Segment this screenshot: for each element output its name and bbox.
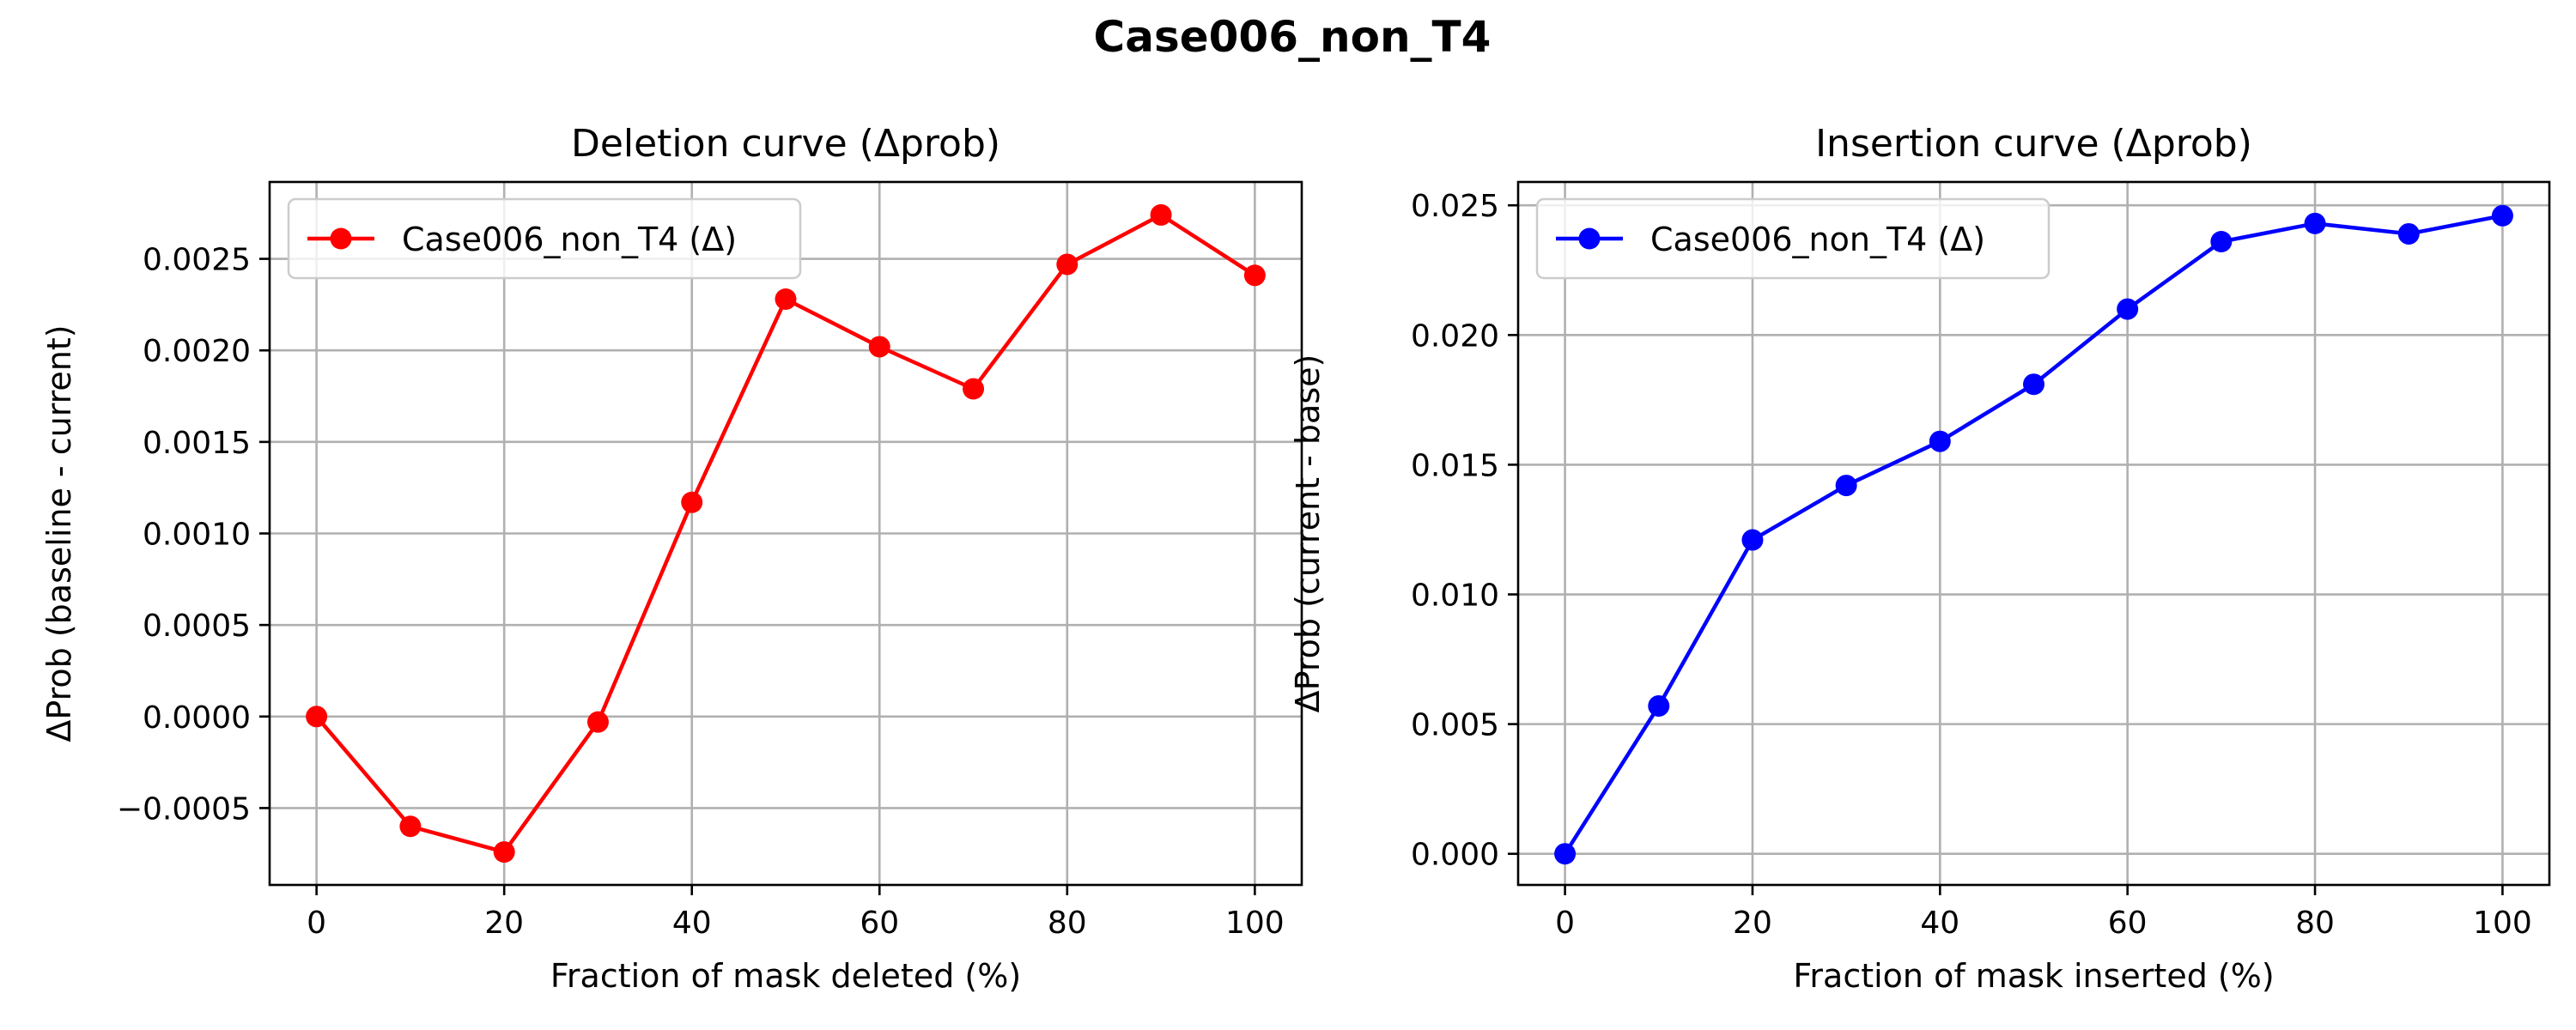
deletion-y-tick-label: 0.0000 bbox=[143, 700, 251, 736]
insertion-data-point bbox=[2397, 222, 2420, 245]
insertion-legend-marker bbox=[1578, 227, 1601, 250]
insertion-y-tick-label: 0.000 bbox=[1411, 838, 1499, 873]
insertion-legend: Case006_non_T4 (Δ) bbox=[1535, 197, 2050, 280]
deletion-y-tick-label: 0.0020 bbox=[143, 334, 251, 369]
insertion-plot-frame bbox=[1516, 180, 2551, 887]
insertion-y-axis-label: ΔProb (current - base) bbox=[1289, 354, 1327, 713]
insertion-x-tick-label: 0 bbox=[1555, 906, 1575, 941]
insertion-data-point bbox=[2023, 373, 2044, 396]
insertion-chart: 0 20 40 60 80 100 0.000 0.005 0.010 0.015 0.020 0.0… bbox=[1289, 122, 2551, 995]
insertion-x-axis-label: Fraction of mask inserted (%) bbox=[1793, 957, 2274, 995]
deletion-data-point bbox=[868, 336, 890, 358]
figure-title: Case006_non_T4 bbox=[1094, 12, 1492, 62]
insertion-x-tick-label: 60 bbox=[2108, 906, 2148, 941]
insertion-y-tick-label: 0.005 bbox=[1411, 708, 1499, 743]
deletion-legend-box bbox=[287, 197, 802, 280]
deletion-chart: 0 20 40 60 80 100 −0.0005 0.0000 0.0005 0.0010 0.0… bbox=[40, 122, 1303, 995]
deletion-data-point bbox=[306, 706, 328, 728]
insertion-chart-title: Insertion curve (Δprob) bbox=[1815, 122, 2252, 166]
deletion-y-tick-label: 0.0015 bbox=[143, 426, 251, 461]
deletion-y-tick-label: 0.0005 bbox=[143, 609, 251, 644]
insertion-legend-box bbox=[1535, 197, 2050, 280]
insertion-data-point bbox=[1554, 843, 1577, 865]
deletion-legend: Case006_non_T4 (Δ) bbox=[287, 197, 802, 280]
deletion-plot-frame bbox=[268, 180, 1303, 887]
deletion-x-tick-label: 100 bbox=[1225, 906, 1285, 941]
insertion-data-point bbox=[2117, 298, 2139, 320]
deletion-data-point bbox=[1056, 253, 1078, 276]
deletion-legend-label: Case006_non_T4 (Δ) bbox=[402, 221, 737, 258]
insertion-x-tick-label: 80 bbox=[2295, 906, 2335, 941]
insertion-data-point bbox=[1741, 529, 1764, 551]
deletion-y-axis-label: ΔProb (baseline - current) bbox=[40, 324, 78, 742]
deletion-x-tick-label: 80 bbox=[1048, 906, 1087, 941]
insertion-y-tick-label: 0.010 bbox=[1411, 579, 1499, 614]
deletion-x-tick-label: 20 bbox=[484, 906, 524, 941]
insertion-data-point bbox=[2491, 204, 2513, 227]
insertion-series-line bbox=[1563, 214, 2503, 855]
insertion-x-tick-label: 20 bbox=[1733, 906, 1772, 941]
deletion-x-tick-label: 0 bbox=[307, 906, 326, 941]
deletion-data-point bbox=[493, 841, 515, 863]
deletion-data-point bbox=[1150, 203, 1172, 226]
insertion-x-tick-label: 40 bbox=[1920, 906, 1959, 941]
deletion-data-point bbox=[586, 711, 609, 733]
deletion-x-axis-label: Fraction of mask deleted (%) bbox=[550, 957, 1021, 995]
insertion-x-tick-label: 100 bbox=[2473, 906, 2532, 941]
insertion-y-tick-label: 0.020 bbox=[1411, 318, 1499, 354]
insertion-data-point bbox=[1648, 694, 1670, 717]
deletion-data-point bbox=[1243, 264, 1266, 287]
insertion-y-tick-label: 0.025 bbox=[1411, 189, 1499, 224]
deletion-y-tick-label: 0.0025 bbox=[143, 243, 251, 278]
insertion-legend-label: Case006_non_T4 (Δ) bbox=[1650, 221, 1985, 258]
deletion-legend-marker bbox=[330, 227, 352, 250]
insertion-data-point bbox=[2210, 231, 2233, 253]
insertion-y-tick-label: 0.015 bbox=[1411, 448, 1499, 483]
deletion-y-tick-label: 0.0010 bbox=[143, 518, 251, 553]
deletion-data-point bbox=[399, 815, 422, 838]
deletion-data-point bbox=[681, 491, 703, 513]
insertion-data-point bbox=[1835, 475, 1857, 497]
deletion-data-point bbox=[775, 288, 797, 310]
insertion-data-point bbox=[2304, 212, 2326, 234]
deletion-x-tick-label: 60 bbox=[860, 906, 899, 941]
deletion-chart-title: Deletion curve (Δprob) bbox=[571, 122, 1000, 166]
insertion-data-point bbox=[1929, 430, 1951, 452]
deletion-x-tick-label: 40 bbox=[672, 906, 712, 941]
deletion-y-tick-label: −0.0005 bbox=[117, 791, 251, 827]
deletion-data-point bbox=[963, 378, 985, 400]
